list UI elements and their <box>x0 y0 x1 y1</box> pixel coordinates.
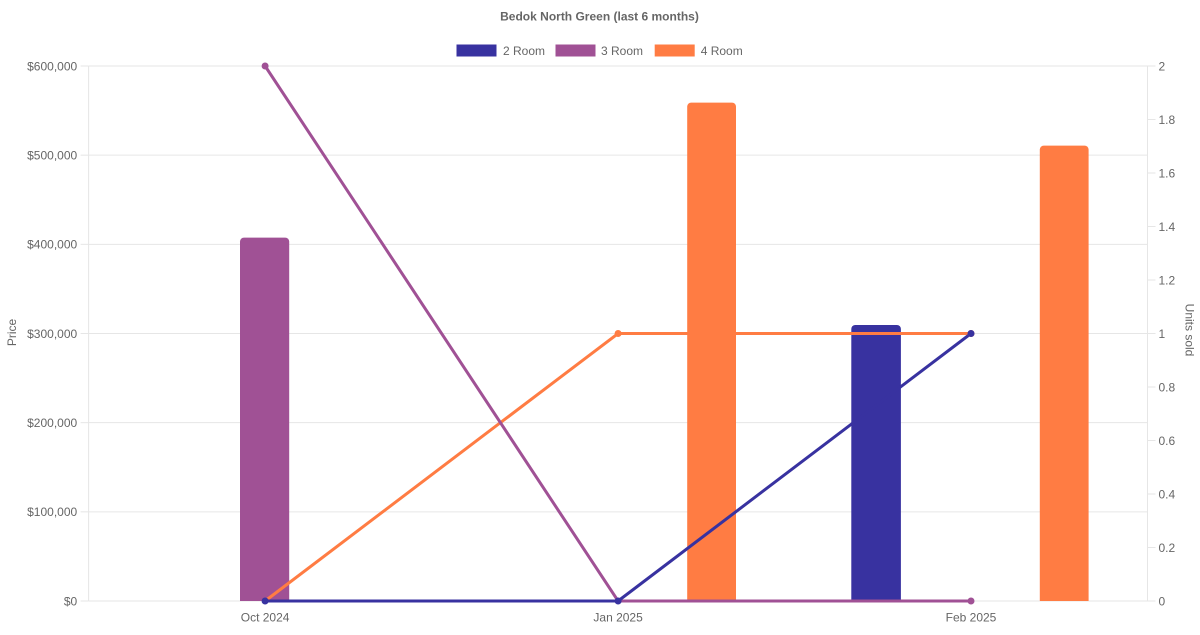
svg-text:Feb 2025: Feb 2025 <box>946 611 997 625</box>
svg-text:0.6: 0.6 <box>1159 434 1176 448</box>
svg-text:1.2: 1.2 <box>1159 273 1176 287</box>
svg-text:4 Room: 4 Room <box>701 44 743 58</box>
svg-text:0.8: 0.8 <box>1159 380 1176 394</box>
svg-text:2: 2 <box>1159 59 1166 73</box>
svg-text:Jan 2025: Jan 2025 <box>593 611 643 625</box>
svg-text:0: 0 <box>1159 594 1166 608</box>
svg-text:$400,000: $400,000 <box>27 238 77 252</box>
svg-text:1.4: 1.4 <box>1159 220 1176 234</box>
svg-text:$600,000: $600,000 <box>27 59 77 73</box>
svg-text:0.4: 0.4 <box>1159 487 1176 501</box>
svg-text:$500,000: $500,000 <box>27 148 77 162</box>
svg-text:Units sold: Units sold <box>1182 304 1196 357</box>
svg-text:$0: $0 <box>64 594 78 608</box>
svg-text:0.2: 0.2 <box>1159 541 1176 555</box>
svg-text:$100,000: $100,000 <box>27 505 77 519</box>
svg-text:$200,000: $200,000 <box>27 416 77 430</box>
svg-text:Oct 2024: Oct 2024 <box>241 611 290 625</box>
svg-text:2 Room: 2 Room <box>503 44 545 58</box>
svg-text:Bedok North Green (last 6 mont: Bedok North Green (last 6 months) <box>500 10 699 24</box>
svg-text:Price: Price <box>5 319 19 347</box>
svg-text:$300,000: $300,000 <box>27 327 77 341</box>
svg-text:1.8: 1.8 <box>1159 113 1176 127</box>
svg-text:1: 1 <box>1159 327 1166 341</box>
svg-text:3 Room: 3 Room <box>601 44 643 58</box>
svg-text:1.6: 1.6 <box>1159 166 1176 180</box>
